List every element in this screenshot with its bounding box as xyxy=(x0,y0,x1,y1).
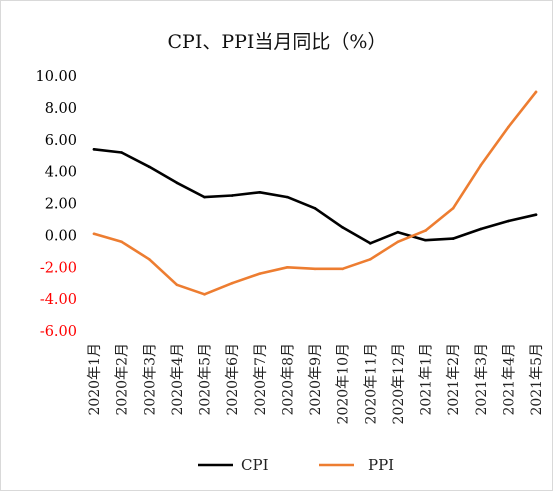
data-point-cpi xyxy=(507,219,510,223)
x-tick-label: 2020年7月 xyxy=(253,343,269,416)
legend-label-cpi: CPI xyxy=(241,456,269,474)
data-point-ppi xyxy=(451,206,455,210)
data-point-cpi xyxy=(424,238,427,242)
legend-label-ppi: PPI xyxy=(368,456,394,474)
data-point-ppi xyxy=(534,90,538,94)
data-point-ppi xyxy=(368,257,372,261)
data-point-cpi xyxy=(368,242,372,245)
data-point-cpi xyxy=(479,227,483,231)
data-point-cpi xyxy=(534,213,538,216)
x-tick-label: 2020年2月 xyxy=(115,343,131,416)
data-point-ppi xyxy=(147,257,151,261)
x-tick-label: 2020年12月 xyxy=(391,343,407,424)
legend: CPI PPI xyxy=(198,456,394,474)
x-tick-label: 2020年11月 xyxy=(363,343,379,424)
data-point-cpi xyxy=(313,206,317,210)
x-tick-label: 2020年6月 xyxy=(225,343,241,416)
series-line-cpi xyxy=(92,148,538,245)
x-tick-label: 2021年4月 xyxy=(501,343,517,416)
x-tick-label: 2020年10月 xyxy=(336,343,352,424)
x-tick-label: 2020年1月 xyxy=(87,343,103,416)
data-point-cpi xyxy=(120,151,123,154)
x-tick-label: 2021年2月 xyxy=(446,343,462,416)
y-tick-label: -4.00 xyxy=(40,292,77,308)
data-point-ppi xyxy=(258,272,262,275)
x-tick-label: 2021年1月 xyxy=(419,343,435,416)
y-tick-label: 0.00 xyxy=(45,228,77,244)
series-line-ppi xyxy=(92,90,538,296)
x-tick-label: 2020年9月 xyxy=(308,343,324,416)
data-point-cpi xyxy=(451,237,455,240)
x-tick-label: 2020年3月 xyxy=(142,343,158,416)
data-point-cpi xyxy=(175,181,179,185)
data-point-ppi xyxy=(92,232,96,236)
data-point-cpi xyxy=(203,195,206,199)
y-tick-label: 2.00 xyxy=(45,197,77,213)
data-point-ppi xyxy=(341,267,344,271)
data-point-ppi xyxy=(313,267,317,271)
data-point-cpi xyxy=(258,191,262,194)
data-point-ppi xyxy=(175,283,179,287)
y-tick-label: -6.00 xyxy=(40,324,77,340)
x-tick-label: 2021年5月 xyxy=(529,343,545,416)
x-tick-label: 2020年4月 xyxy=(170,343,186,416)
data-point-cpi xyxy=(230,194,234,197)
data-point-cpi xyxy=(147,165,151,169)
data-point-ppi xyxy=(120,240,123,244)
data-point-cpi xyxy=(341,226,344,229)
y-tick-label: -2.00 xyxy=(40,260,77,276)
x-tick-label: 2020年8月 xyxy=(280,343,296,416)
data-point-ppi xyxy=(396,240,400,244)
data-point-ppi xyxy=(424,229,427,232)
data-point-cpi xyxy=(92,148,96,151)
y-tick-label: 8.00 xyxy=(45,101,77,117)
plot-lines xyxy=(92,90,538,296)
data-point-ppi xyxy=(507,125,510,129)
y-tick-label: 6.00 xyxy=(45,133,77,149)
data-point-cpi xyxy=(286,195,289,199)
data-point-ppi xyxy=(286,265,289,269)
data-point-cpi xyxy=(396,230,400,234)
data-point-ppi xyxy=(479,163,483,167)
y-tick-label: 10.00 xyxy=(35,69,77,85)
data-point-ppi xyxy=(230,281,234,285)
y-tick-label: 4.00 xyxy=(45,165,77,181)
chart-title: CPI、PPI当月同比（%） xyxy=(168,31,387,53)
x-axis: 2020年1月 2020年2月 2020年3月 2020年4月 2020年5月 2020年… xyxy=(87,343,545,424)
x-tick-label: 2021年3月 xyxy=(474,343,490,416)
y-axis: 10.00 8.00 6.00 4.00 2.00 0.00 -2.00 -4.00 -6.00 xyxy=(35,69,77,340)
data-point-ppi xyxy=(203,293,206,296)
x-tick-label: 2020年5月 xyxy=(198,343,214,416)
